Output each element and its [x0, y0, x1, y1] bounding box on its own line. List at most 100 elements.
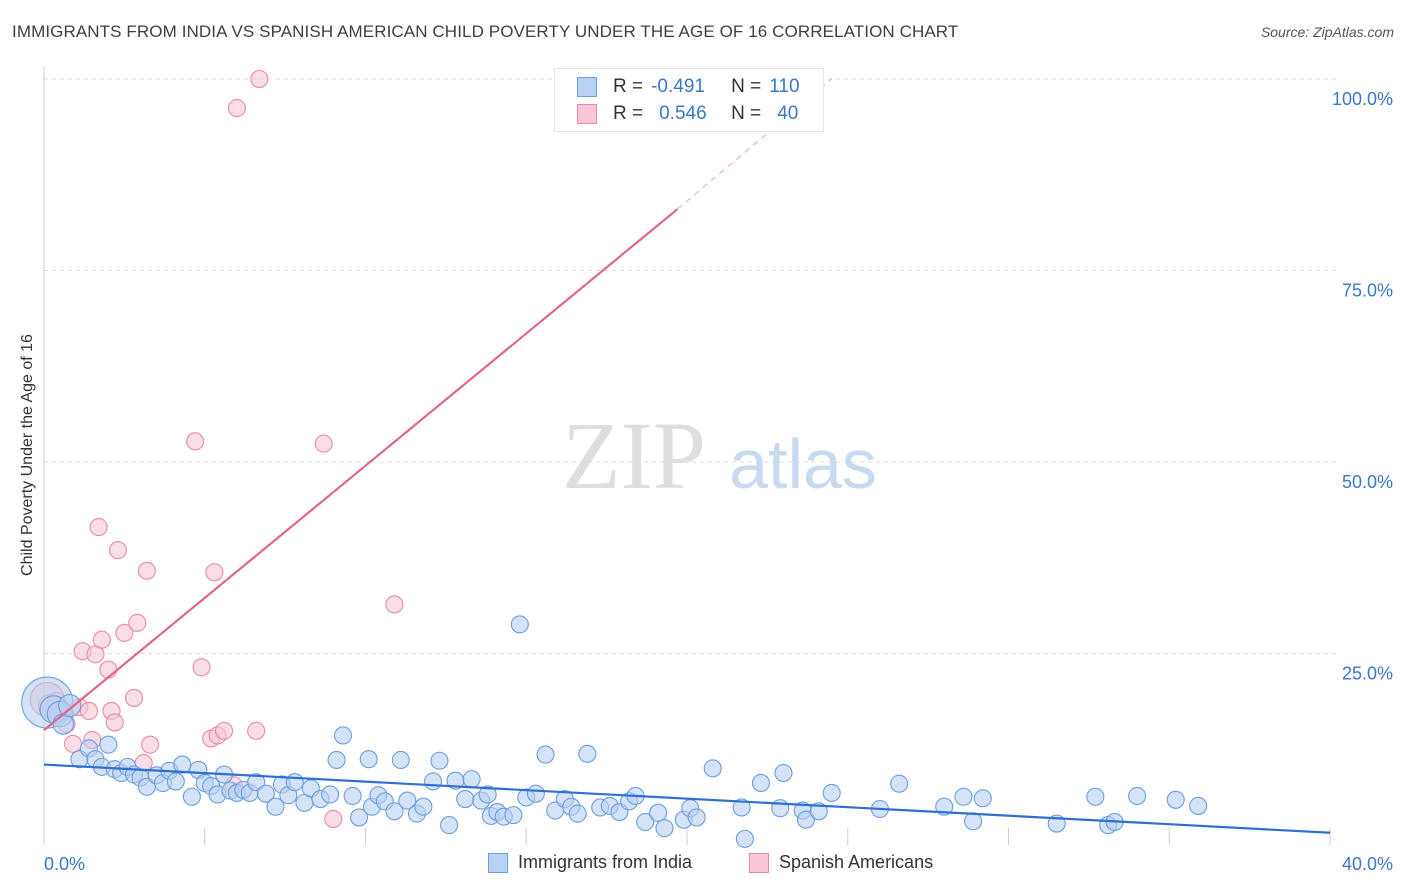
spanish-point-25: [192, 658, 211, 677]
watermark: ZIP atlas: [562, 402, 877, 509]
india-swatch: [577, 77, 597, 97]
india-point-58: [456, 789, 475, 809]
india-point-21: [182, 787, 201, 806]
immigrants-india-points: [21, 615, 1208, 848]
india-point-41: [327, 750, 346, 770]
india-point-32: [256, 784, 275, 803]
y-tick-label-25: 25.0%: [1342, 664, 1393, 684]
india-point-4: [58, 693, 82, 718]
india-point-95: [822, 783, 841, 802]
spanish-point-18: [115, 623, 134, 642]
india-trendline: [43, 763, 1331, 834]
y-tick-label-100: 100.0%: [1332, 89, 1393, 109]
india-point-44: [350, 808, 369, 827]
india-point-19: [166, 772, 185, 791]
spanish-point-34: [314, 434, 333, 453]
india-point-94: [809, 802, 828, 821]
india-point-49: [385, 802, 404, 821]
india-point-91: [774, 763, 793, 783]
india-point-40: [321, 785, 340, 804]
india-point-101: [973, 789, 992, 808]
india-point-36: [285, 773, 304, 792]
legend-row-spanish: R = 0.546 N = 40: [577, 101, 798, 127]
spanish-point-23: [141, 735, 160, 754]
spanish-point-32: [247, 721, 266, 740]
spanish-point-35: [324, 809, 343, 829]
india-point-86: [703, 759, 722, 778]
india-point-107: [1166, 790, 1185, 809]
india-point-42: [333, 726, 353, 745]
y-tick-labels: 25.0% 50.0% 75.0% 100.0%: [1332, 89, 1393, 684]
spanish-point-9: [79, 701, 99, 721]
india-point-65: [504, 806, 523, 825]
r-label: R =: [613, 76, 644, 97]
india-point-82: [655, 819, 674, 838]
india-point-56: [440, 816, 459, 835]
spanish-point-27: [205, 563, 224, 582]
x-tick-labels: 0.0% 40.0%: [44, 854, 1393, 874]
spanish-swatch: [577, 104, 597, 124]
india-point-9: [99, 735, 118, 754]
y-tick-label-75: 75.0%: [1342, 281, 1393, 301]
india-point-61: [478, 785, 497, 804]
spanish-point-6: [63, 734, 82, 753]
india-point-97: [890, 774, 909, 793]
india-point-99: [954, 787, 973, 806]
india-point-74: [578, 744, 597, 763]
india-point-55: [430, 751, 449, 770]
india-point-68: [526, 784, 545, 803]
bottom-legend-spanish: Spanish Americans: [749, 852, 933, 873]
spanish-point-24: [186, 432, 205, 451]
spanish-n-value: 40: [777, 103, 799, 124]
watermark-zip: ZIP: [562, 402, 706, 509]
bottom-legend-india: Immigrants from India: [488, 852, 692, 873]
spanish-point-17: [108, 541, 127, 560]
spanish-point-36: [385, 595, 404, 614]
n-label: N =: [731, 76, 762, 97]
gridlines: [44, 78, 1336, 654]
india-point-103: [1086, 787, 1105, 806]
watermark-atlas: atlas: [729, 425, 877, 503]
india-point-66: [510, 615, 529, 634]
india-point-81: [649, 803, 668, 822]
india-point-50: [391, 750, 410, 770]
india-point-69: [536, 745, 555, 764]
india-legend-label: Immigrants from India: [518, 852, 693, 872]
x-tick-label-40: 40.0%: [1342, 854, 1393, 874]
source-label: Source: ZipAtlas.com: [1260, 24, 1394, 40]
india-n-value: 110: [769, 76, 800, 97]
spanish-point-31: [227, 99, 246, 118]
spanish-r-value: 0.546: [659, 103, 707, 124]
india-point-87: [732, 798, 751, 817]
y-axis-title: Child Poverty Under the Age of 16: [19, 334, 36, 576]
india-point-43: [343, 786, 362, 806]
chart-title: IMMIGRANTS FROM INDIA VS SPANISH AMERICA…: [12, 22, 959, 41]
india-legend-swatch: [488, 852, 508, 873]
stats-legend: R = -0.491 N = 110 R = 0.546 N = 40: [554, 68, 824, 132]
spanish-trendline: [43, 208, 679, 731]
y-tick-label-50: 50.0%: [1342, 472, 1393, 492]
spanish-point-22: [137, 561, 156, 580]
spanish-point-33: [250, 69, 269, 89]
india-point-100: [964, 812, 983, 831]
india-point-33: [266, 797, 285, 816]
india-point-53: [414, 797, 433, 816]
spanish-point-14: [99, 660, 118, 679]
spanish-legend-swatch: [749, 852, 769, 873]
india-point-54: [423, 772, 443, 791]
legend-row-india: R = -0.491 N = 110: [577, 74, 800, 100]
spanish-legend-label: Spanish Americans: [779, 852, 934, 872]
india-point-98: [935, 797, 954, 816]
r-label: R =: [613, 103, 644, 124]
spanish-point-13: [92, 630, 111, 649]
spanish-point-29: [214, 721, 234, 740]
spanish-point-19: [124, 688, 144, 707]
india-point-51: [398, 791, 417, 810]
india-point-89: [751, 773, 770, 793]
x-tick-label-0: 0.0%: [44, 854, 85, 874]
india-point-108: [1189, 796, 1208, 815]
n-label: N =: [731, 103, 762, 124]
india-point-85: [687, 808, 706, 827]
india-r-value: -0.491: [651, 76, 705, 97]
